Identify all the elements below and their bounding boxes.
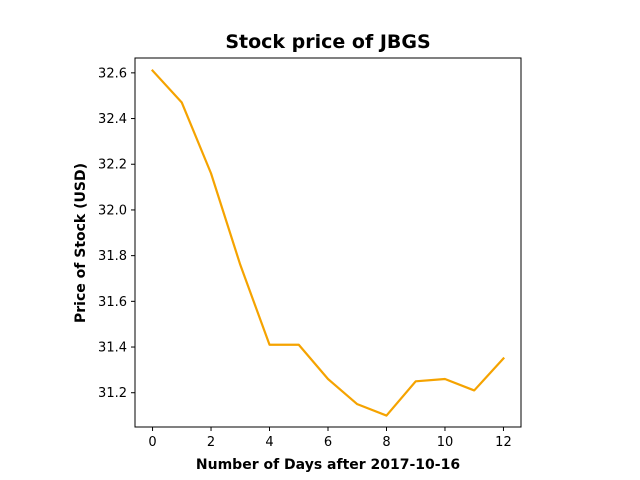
- x-tick-label: 10: [437, 435, 454, 450]
- x-tick-label: 6: [324, 435, 332, 450]
- y-axis: 31.2 31.4 31.6 31.8 32.0 32.2 32.4 32.6: [98, 66, 135, 401]
- x-tick-label: 4: [265, 435, 273, 450]
- x-tick-label: 2: [207, 435, 215, 450]
- x-tick-label: 8: [382, 435, 390, 450]
- x-tick-label: 0: [148, 435, 156, 450]
- y-tick-label: 32.6: [98, 66, 127, 81]
- y-tick-label: 31.8: [98, 249, 127, 264]
- y-tick-label: 31.4: [98, 341, 127, 356]
- series-line: [150, 69, 506, 417]
- y-tick-label: 32.0: [98, 203, 127, 218]
- y-tick-label: 31.6: [98, 295, 127, 310]
- x-axis-label: Number of Days after 2017-10-16: [196, 457, 460, 473]
- x-axis: 0 2 4 6 8 10 12: [148, 427, 512, 450]
- y-tick-label: 32.2: [98, 158, 127, 173]
- y-tick-label: 32.4: [98, 112, 127, 127]
- x-tick-label: 12: [495, 435, 512, 450]
- y-tick-label: 31.2: [98, 386, 127, 401]
- plot-area-frame: [134, 57, 522, 428]
- series-layer: [150, 69, 506, 417]
- chart-title: Stock price of JBGS: [225, 31, 430, 53]
- y-axis-label: Price of Stock (USD): [73, 163, 89, 323]
